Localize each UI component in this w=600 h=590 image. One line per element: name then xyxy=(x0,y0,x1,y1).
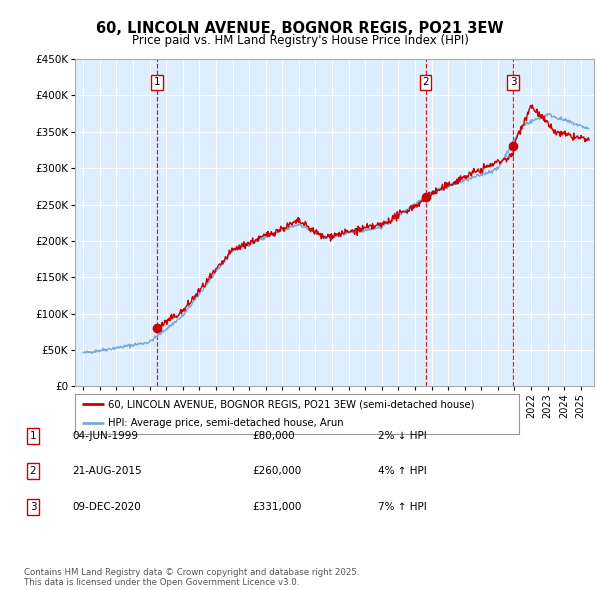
Text: £80,000: £80,000 xyxy=(252,431,295,441)
Text: £331,000: £331,000 xyxy=(252,502,301,512)
Text: 09-DEC-2020: 09-DEC-2020 xyxy=(72,502,141,512)
Text: 3: 3 xyxy=(29,502,37,512)
Text: 60, LINCOLN AVENUE, BOGNOR REGIS, PO21 3EW (semi-detached house): 60, LINCOLN AVENUE, BOGNOR REGIS, PO21 3… xyxy=(108,399,475,409)
Text: 1: 1 xyxy=(154,77,160,87)
Text: HPI: Average price, semi-detached house, Arun: HPI: Average price, semi-detached house,… xyxy=(108,418,344,428)
Text: 04-JUN-1999: 04-JUN-1999 xyxy=(72,431,138,441)
Text: 4% ↑ HPI: 4% ↑ HPI xyxy=(378,467,427,476)
Text: Contains HM Land Registry data © Crown copyright and database right 2025.
This d: Contains HM Land Registry data © Crown c… xyxy=(24,568,359,587)
Text: 7% ↑ HPI: 7% ↑ HPI xyxy=(378,502,427,512)
Text: 2: 2 xyxy=(29,467,37,476)
Text: 2: 2 xyxy=(422,77,429,87)
Text: 2% ↓ HPI: 2% ↓ HPI xyxy=(378,431,427,441)
Text: 60, LINCOLN AVENUE, BOGNOR REGIS, PO21 3EW: 60, LINCOLN AVENUE, BOGNOR REGIS, PO21 3… xyxy=(96,21,504,35)
Text: 1: 1 xyxy=(29,431,37,441)
Text: 3: 3 xyxy=(510,77,517,87)
Text: 21-AUG-2015: 21-AUG-2015 xyxy=(72,467,142,476)
Text: £260,000: £260,000 xyxy=(252,467,301,476)
Text: Price paid vs. HM Land Registry's House Price Index (HPI): Price paid vs. HM Land Registry's House … xyxy=(131,34,469,47)
